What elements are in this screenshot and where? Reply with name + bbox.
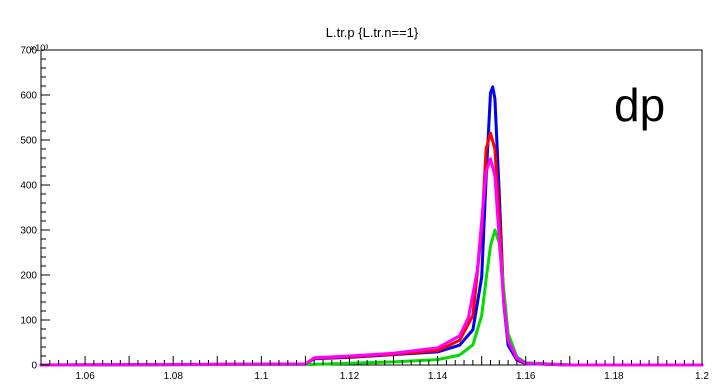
- plot-frame: [40, 49, 703, 366]
- series-group: [39, 85, 704, 367]
- y-tick-label: 0: [31, 361, 37, 372]
- y-tick-label: 200: [20, 271, 37, 282]
- chart-title: L.tr.p {L.tr.n==1}: [326, 25, 419, 40]
- x-tick-label: 1.2: [695, 371, 709, 382]
- x-tick-label: 1.16: [516, 371, 536, 382]
- y-tick-label: 700: [20, 46, 37, 57]
- plot-area: [40, 49, 703, 366]
- y-tick-label: 600: [20, 91, 37, 102]
- x-tick-label: 1.06: [75, 371, 95, 382]
- x-tick-label: 1.12: [340, 371, 360, 382]
- axes: 1.06 1.08 1.1 1.12 1.14 1.16 1.18 1.2 0 100 200 300…: [20, 46, 709, 383]
- x-tick-label: 1.08: [163, 371, 183, 382]
- y-tick-label: 400: [20, 181, 37, 192]
- y-multiplier-label: ×10³: [30, 43, 48, 53]
- x-tick-label: 1.14: [428, 371, 448, 382]
- series-line-5: [39, 157, 704, 367]
- x-tick-label: 1.18: [604, 371, 624, 382]
- y-tick-label: 100: [20, 316, 37, 327]
- x-tick-label: 1.1: [254, 371, 268, 382]
- y-tick-label: 300: [20, 226, 37, 237]
- y-tick-label: 500: [20, 136, 37, 147]
- dp-annotation: dp: [614, 79, 665, 131]
